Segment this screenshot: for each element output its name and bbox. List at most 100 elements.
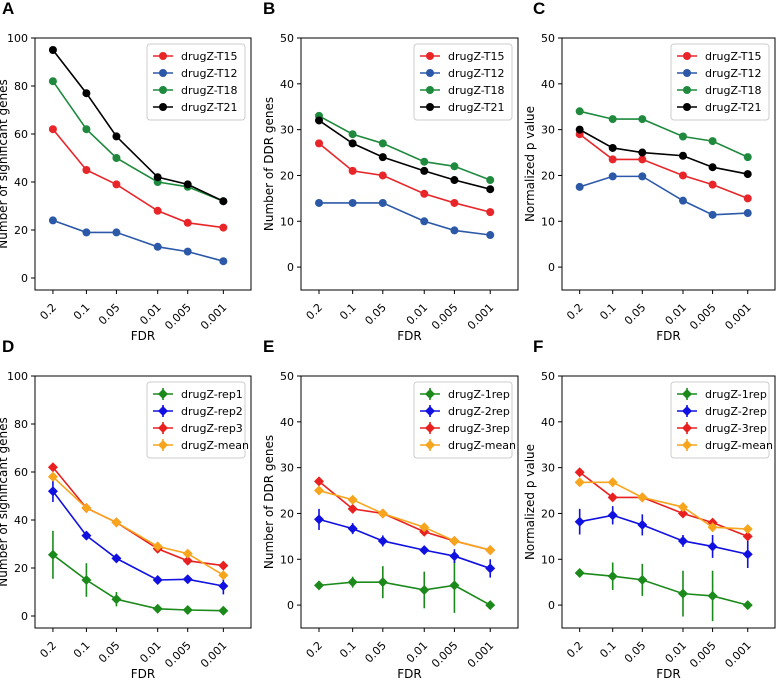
- x-tick-label: 0.1: [597, 301, 619, 323]
- series-drugZ-T18: [315, 111, 495, 185]
- data-point: [347, 577, 358, 588]
- x-tick-label: 0.1: [337, 301, 359, 323]
- panel-label: B: [263, 0, 275, 18]
- data-point: [48, 216, 57, 225]
- legend-swatch-marker: [426, 69, 434, 77]
- data-point: [638, 115, 647, 124]
- legend: drugZ-T15 drugZ-T12 drugZ-T18 drugZ-T21: [413, 43, 513, 121]
- x-tick-label: 0.1: [597, 639, 619, 661]
- legend-label: drugZ-T21: [448, 101, 504, 114]
- y-tick-label: 50: [541, 32, 555, 45]
- x-tick-label: 0.01: [404, 301, 431, 328]
- data-point: [420, 189, 429, 198]
- series-drugZ-3rep: [314, 476, 496, 556]
- legend-swatch-marker: [158, 389, 168, 399]
- y-tick-label: 40: [280, 416, 294, 429]
- series-line: [52, 476, 224, 576]
- data-point: [449, 580, 460, 591]
- legend-label: drugZ-3rep: [705, 422, 767, 435]
- data-point: [608, 155, 617, 164]
- data-point: [152, 603, 163, 614]
- x-tick-label: 0.001: [198, 639, 229, 670]
- series-line: [579, 175, 748, 216]
- y-tick-label: 0: [548, 599, 555, 612]
- series-drugZ-T15: [575, 130, 752, 203]
- x-tick-label: 0.001: [722, 301, 753, 332]
- legend-swatch-marker: [159, 86, 167, 94]
- data-point: [574, 467, 585, 478]
- y-tick-label: 30: [280, 124, 294, 137]
- data-point: [678, 151, 687, 160]
- y-tick-label: 0: [21, 610, 28, 623]
- data-point: [219, 223, 228, 232]
- legend-label: drugZ-mean: [705, 439, 773, 452]
- panel-label: F: [533, 337, 543, 356]
- data-point: [574, 568, 585, 579]
- series-drugZ-rep2: [47, 480, 229, 595]
- panel-label: E: [263, 337, 274, 356]
- x-tick-label: 0.2: [304, 639, 326, 661]
- y-tick-label: 20: [14, 224, 28, 237]
- data-point: [708, 163, 717, 172]
- data-point: [314, 485, 325, 496]
- data-point: [112, 228, 121, 237]
- y-tick-label: 20: [541, 169, 555, 182]
- data-point: [743, 209, 752, 218]
- data-point: [608, 143, 617, 152]
- series-line: [318, 581, 491, 606]
- x-tick-label: 0.05: [362, 639, 389, 666]
- legend-swatch-marker: [683, 52, 691, 60]
- x-tick-label: 0.01: [404, 639, 431, 666]
- data-point: [315, 198, 324, 207]
- x-tick-label: 0.05: [622, 301, 649, 328]
- y-tick-label: 100: [7, 32, 28, 45]
- series-line: [579, 481, 748, 530]
- data-point: [574, 516, 585, 527]
- series-line: [318, 142, 491, 213]
- data-point: [112, 154, 121, 162]
- y-tick-label: 20: [280, 169, 294, 182]
- y-axis-label: Number of significant genes: [0, 79, 10, 248]
- x-tick-label: 0.005: [687, 639, 718, 670]
- data-point: [378, 139, 387, 148]
- series-drugZ-mean: [314, 485, 496, 556]
- data-point: [153, 242, 162, 251]
- series-drugZ-T12: [48, 216, 228, 266]
- data-point: [449, 535, 460, 546]
- data-point: [708, 137, 717, 146]
- x-tick-label: 0.05: [622, 639, 649, 666]
- data-point: [152, 575, 163, 585]
- legend-label: drugZ-3rep: [448, 422, 510, 435]
- data-point: [182, 555, 193, 566]
- data-point: [678, 196, 687, 205]
- data-point: [111, 594, 122, 605]
- series-line: [318, 115, 491, 181]
- y-tick-label: 60: [14, 466, 28, 479]
- series-drugZ-mean: [574, 477, 753, 535]
- data-point: [47, 471, 58, 482]
- data-point: [607, 492, 618, 503]
- data-point: [486, 231, 495, 240]
- series-line: [579, 471, 749, 538]
- data-point: [678, 171, 687, 180]
- legend-frame: [146, 43, 246, 121]
- y-tick-label: 10: [280, 553, 294, 566]
- legend-swatch-marker: [158, 440, 168, 450]
- series-drugZ-T18: [575, 107, 752, 162]
- data-point: [348, 166, 357, 175]
- series-drugZ-rep1: [47, 530, 229, 616]
- x-tick-label: 0.2: [37, 301, 59, 323]
- legend-swatch-marker: [158, 423, 168, 433]
- y-tick-label: 10: [541, 553, 555, 566]
- y-tick-label: 30: [280, 462, 294, 475]
- series-line: [52, 554, 224, 612]
- y-tick-label: 20: [541, 507, 555, 520]
- series-drugZ-T12: [315, 198, 495, 240]
- data-point: [347, 494, 358, 505]
- series-drugZ-3rep: [574, 467, 753, 542]
- data-point: [485, 545, 496, 556]
- series-drugZ-2rep: [314, 508, 496, 578]
- legend-label: drugZ-rep2: [181, 405, 243, 418]
- data-point: [81, 503, 92, 513]
